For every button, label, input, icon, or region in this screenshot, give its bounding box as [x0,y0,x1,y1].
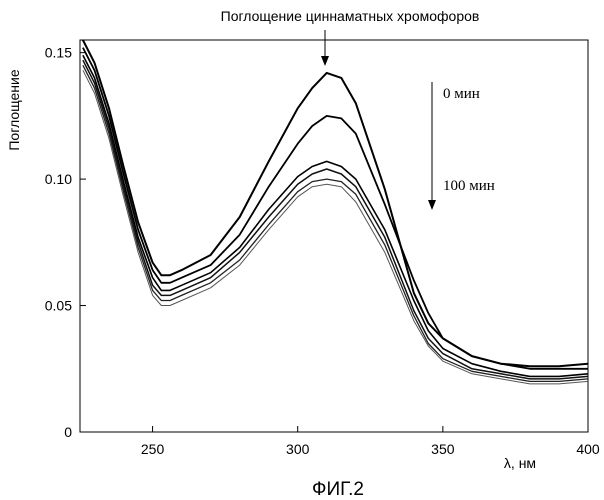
ticks-group: 250 300 350 400 0 0.05 0.10 0.15 [45,45,600,457]
series-line-2 [83,55,588,376]
x-axis-label: λ, нм [504,455,536,471]
x-tick-label: 250 [141,441,165,457]
series-line-3 [83,60,588,379]
time-arrow-head [428,200,436,210]
y-tick-label: 0.05 [45,298,72,314]
series-line-4 [83,65,588,381]
peak-arrow-head [321,56,329,66]
figure-caption: ФИГ.2 [312,479,364,500]
series-group [83,40,588,384]
y-axis-label: Поглощение [6,69,22,150]
y-tick-label: 0.10 [45,171,72,187]
x-tick-label: 300 [286,441,310,457]
chart-title: Поглощение циннаматных хромофоров [221,8,480,24]
series-line-0 [83,40,588,366]
x-tick-label: 400 [576,441,600,457]
y-tick-label: 0 [64,424,72,440]
series-line-1 [83,48,588,369]
x-tick-label: 350 [431,441,455,457]
start-time-label: 0 мин [443,86,480,102]
end-time-label: 100 мин [443,178,495,194]
y-tick-label: 0.15 [45,45,72,61]
